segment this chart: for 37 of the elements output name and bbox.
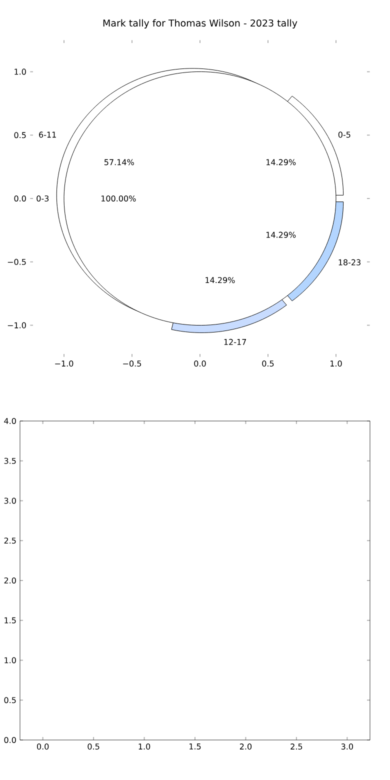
- data-label: 14.29%: [266, 232, 296, 238]
- x-tick-label: 3.0: [341, 744, 353, 750]
- y-tick-label: 0.0: [14, 195, 26, 202]
- data-label: 14.29%: [206, 277, 235, 284]
- x-tick-label: 0.0: [36, 744, 49, 750]
- chart-title: Mark tally for Thomas Wilson - 2023 tally: [103, 19, 298, 28]
- x-tick-label: 1.5: [190, 744, 201, 750]
- x-tick-label: 1.0: [138, 744, 150, 750]
- x-tick-label: −0.5: [123, 360, 142, 367]
- y-tick-label: 2.0: [4, 577, 16, 584]
- slice-label: 6-11: [39, 132, 56, 138]
- x-tick-label: −1.0: [55, 360, 74, 367]
- y-tick-label: 3.5: [4, 458, 16, 464]
- y-tick-label: 3.0: [4, 498, 16, 504]
- data-label: 14.29%: [266, 159, 296, 166]
- x-tick-label: 1.0: [330, 360, 342, 367]
- x-tick-label: 0.5: [262, 360, 274, 367]
- data-label: 57.14%: [104, 159, 134, 166]
- x-tick-label: 2.0: [240, 744, 252, 750]
- data-label: 100.00%: [101, 195, 136, 202]
- y-tick-label: −1.0: [8, 322, 26, 328]
- x-tick-label: 0.0: [194, 360, 206, 367]
- y-tick-label: 1.0: [14, 68, 26, 75]
- y-tick-label: −0.5: [8, 258, 26, 265]
- y-tick-label: 0.5: [14, 132, 26, 138]
- y-tick-label: 2.5: [4, 538, 16, 544]
- y-tick-label: 1.5: [4, 617, 16, 624]
- y-tick-label: 0.5: [4, 697, 16, 704]
- y-tick-label: 4.0: [4, 418, 16, 424]
- x-tick-label: 2.5: [290, 744, 302, 750]
- slice-label: 0-5: [338, 132, 350, 138]
- y-tick-label: 1.0: [4, 657, 16, 664]
- slice-label: 18-23: [338, 259, 360, 266]
- y-tick-label: 0.0: [4, 736, 16, 744]
- slice-label: 0-3: [36, 195, 49, 202]
- x-tick-label: 0.5: [88, 744, 100, 750]
- slice-label: 12-17: [224, 338, 246, 345]
